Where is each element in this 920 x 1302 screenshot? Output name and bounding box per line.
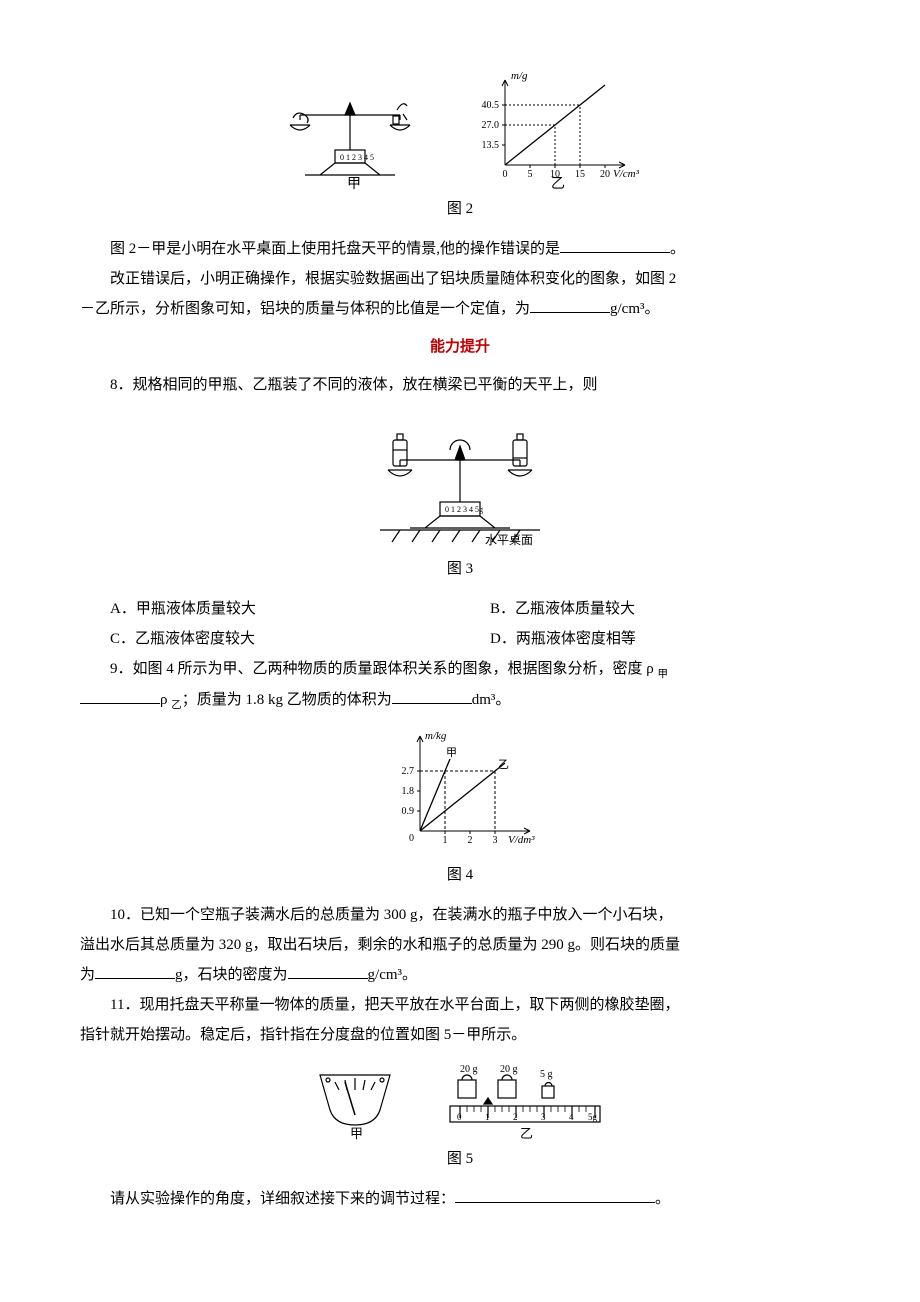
fig2-caption: 图 2	[80, 194, 840, 224]
figure-5: 甲	[80, 1060, 840, 1174]
xtick-1: 5	[528, 169, 533, 180]
weights-ruler-icon: 20 g 20 g 5 g 0 1 2 3 4 5g 乙	[440, 1060, 610, 1140]
q7-line1-text: 图 2－甲是小明在水平桌面上使用托盘天平的情景,他的操作错误的是	[110, 241, 560, 257]
q9-line1-text: 9．如图 4 所示为甲、乙两种物质的质量跟体积关系的图象，根据图象分析，密度 ρ	[110, 661, 658, 677]
q9-line2: ρ 乙；质量为 1.8 kg 乙物质的体积为 dm³。	[80, 685, 840, 716]
f4-yt3: 2.7	[402, 766, 415, 777]
q8-optC: C．乙瓶液体密度较大	[80, 624, 460, 654]
q9-sub2: 乙	[171, 700, 182, 711]
xtick-4: 20	[600, 169, 610, 180]
q9-sub1: 甲	[658, 669, 669, 680]
q9-unit: dm³。	[472, 692, 511, 708]
ytick-2: 27.0	[482, 120, 500, 131]
f4-yt1: 0.9	[402, 806, 415, 817]
q11-line3: 请从实验操作的角度，详细叙述接下来的调节过程： 。	[80, 1184, 840, 1214]
f4-xt3: 3	[493, 835, 498, 846]
ytick-3: 40.5	[482, 100, 500, 111]
rt3: 3	[541, 1112, 546, 1122]
q11-line2: 指针就开始摆动。稳定后，指针指在分度盘的位置如图 5－甲所示。	[80, 1020, 840, 1050]
figure-2: 0 1 2 3 4 5 甲 13.5 27.0 40.5 0	[80, 70, 840, 224]
q10-blank2	[288, 960, 368, 979]
f4-origin: 0	[409, 833, 414, 844]
q9-line2-text: ；质量为 1.8 kg 乙物质的体积为	[182, 692, 392, 708]
q11-blank	[455, 1184, 655, 1203]
fig5-right-label: 乙	[520, 1126, 533, 1140]
dial-icon: 甲	[310, 1060, 400, 1140]
fig2-chart: 13.5 27.0 40.5 0 5 10 15 20	[465, 70, 645, 190]
ytick-1: 13.5	[482, 140, 500, 151]
section-title: 能力提升	[80, 332, 840, 362]
q8-optD: D．两瓶液体密度相等	[460, 624, 840, 654]
q9-blank1	[80, 685, 160, 704]
rt0: 0	[457, 1112, 462, 1122]
fig3-ruler: 0 1 2 3 4 5g	[445, 505, 483, 514]
f4-ylabel: m/kg	[425, 730, 447, 742]
scale-ruler-ticks: 0 1 2 3 4 5	[340, 153, 374, 162]
fig3-caption: 图 3	[80, 554, 840, 584]
rt2: 2	[513, 1112, 518, 1122]
q10-l3b: g，石块的密度为	[175, 967, 288, 983]
q7-line3: －乙所示，分析图象可知，铝块的质量与体积的比值是一个定值，为 g/cm³。	[80, 294, 840, 324]
q8-stem: 8．规格相同的甲瓶、乙瓶装了不同的液体，放在横梁已平衡的天平上，则	[80, 370, 840, 400]
xtick-3: 15	[575, 169, 585, 180]
q10-blank1	[95, 960, 175, 979]
balance-bottles-icon: 0 1 2 3 4 5g 水平桌面	[360, 410, 560, 550]
q10-line3: 为 g，石块的密度为 g/cm³。	[80, 960, 840, 990]
q10-line2: 溢出水后其总质量为 320 g，取出石块后，剩余的水和瓶子的总质量为 290 g…	[80, 930, 840, 960]
w2-label: 20 g	[500, 1064, 518, 1075]
q7-line3-text: －乙所示，分析图象可知，铝块的质量与体积的比值是一个定值，为	[80, 301, 530, 317]
q11-l3b: 。	[655, 1191, 670, 1207]
q9-blank2	[392, 685, 472, 704]
xtick-0: 0	[503, 169, 508, 180]
w3-label: 5 g	[540, 1069, 553, 1080]
f4-series-yi: 乙	[498, 758, 509, 771]
q7-line1: 图 2－甲是小明在水平桌面上使用托盘天平的情景,他的操作错误的是 。	[80, 234, 840, 264]
q8-optA: A．甲瓶液体质量较大	[80, 594, 460, 624]
rt5: 5g	[588, 1112, 598, 1122]
q8-options-row2: C．乙瓶液体密度较大 D．两瓶液体密度相等	[80, 624, 840, 654]
fig4-caption: 图 4	[80, 860, 840, 890]
rt1: 1	[485, 1112, 490, 1122]
q11-line1: 11．现用托盘天平称量一物体的质量，把天平放在水平台面上，取下两侧的橡胶垫圈，	[80, 990, 840, 1020]
q7-line3-unit: g/cm³。	[610, 301, 660, 317]
q7-blank2	[530, 294, 610, 313]
q10-l3a: 为	[80, 967, 95, 983]
q9-line1: 9．如图 4 所示为甲、乙两种物质的质量跟体积关系的图象，根据图象分析，密度 ρ…	[80, 654, 840, 685]
q8-optB: B．乙瓶液体质量较大	[460, 594, 840, 624]
f4-xlabel: V/dm³	[508, 834, 535, 846]
f4-xt2: 2	[468, 835, 473, 846]
f4-xt1: 1	[443, 835, 448, 846]
fig4-chart: 0.9 1.8 2.7 0 1 2 3 甲 乙 m/kg	[375, 726, 545, 856]
f4-yt2: 1.8	[402, 786, 415, 797]
fig5-left-label: 甲	[350, 1126, 363, 1140]
fig3-table-label: 水平桌面	[485, 533, 533, 547]
q9-rho: ρ	[160, 692, 171, 708]
figure-4: 0.9 1.8 2.7 0 1 2 3 甲 乙 m/kg	[80, 726, 840, 890]
f4-series-jia: 甲	[446, 747, 457, 759]
y-axis-label: m/g	[511, 70, 528, 82]
figure-3: 0 1 2 3 4 5g 水平桌面 图 3	[80, 410, 840, 584]
fig2-left-label: 甲	[347, 177, 361, 190]
q7-line1-end: 。	[670, 241, 685, 257]
w1-label: 20 g	[460, 1064, 478, 1075]
balance-scale-icon: 0 1 2 3 4 5 甲	[275, 80, 425, 190]
q8-options-row1: A．甲瓶液体质量较大 B．乙瓶液体质量较大	[80, 594, 840, 624]
fig5-caption: 图 5	[80, 1144, 840, 1174]
q10-line1: 10．已知一个空瓶子装满水后的总质量为 300 g，在装满水的瓶子中放入一个小石…	[80, 900, 840, 930]
x-axis-label: V/cm³	[613, 168, 640, 180]
q7-blank1	[560, 234, 670, 253]
q7-line2: 改正错误后，小明正确操作，根据实验数据画出了铝块质量随体积变化的图象，如图 2	[80, 264, 840, 294]
q10-unit: g/cm³。	[368, 967, 418, 983]
q11-l3a: 请从实验操作的角度，详细叙述接下来的调节过程：	[110, 1191, 455, 1207]
fig2-right-label: 乙	[551, 176, 565, 190]
rt4: 4	[569, 1112, 574, 1122]
